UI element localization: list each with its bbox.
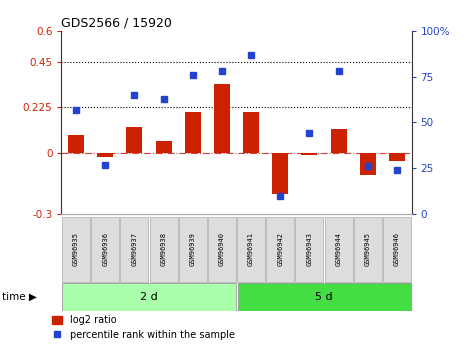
Bar <box>301 153 317 155</box>
Bar <box>185 112 201 153</box>
Text: GSM96935: GSM96935 <box>73 232 79 266</box>
Bar <box>237 217 265 282</box>
Bar <box>383 217 411 282</box>
Text: 5 d: 5 d <box>315 292 333 302</box>
Text: GSM96946: GSM96946 <box>394 232 400 266</box>
Bar <box>266 217 294 282</box>
Bar <box>97 153 113 157</box>
Bar <box>179 217 207 282</box>
Text: GSM96936: GSM96936 <box>102 232 108 266</box>
Text: GSM96939: GSM96939 <box>190 232 196 266</box>
Bar <box>237 283 412 310</box>
Bar <box>354 217 382 282</box>
Bar <box>360 153 376 175</box>
Bar <box>243 112 259 153</box>
Bar <box>272 153 288 194</box>
Legend: log2 ratio, percentile rank within the sample: log2 ratio, percentile rank within the s… <box>52 315 235 340</box>
Text: GSM96942: GSM96942 <box>277 232 283 266</box>
Text: time ▶: time ▶ <box>2 292 37 302</box>
Bar <box>91 217 119 282</box>
Text: 2 d: 2 d <box>140 292 158 302</box>
Text: GSM96941: GSM96941 <box>248 232 254 266</box>
Bar <box>389 153 405 161</box>
Bar <box>68 135 84 153</box>
Text: GSM96938: GSM96938 <box>160 232 166 266</box>
Text: GSM96945: GSM96945 <box>365 232 371 266</box>
Bar <box>296 217 324 282</box>
Bar <box>149 217 177 282</box>
Text: GSM96940: GSM96940 <box>219 232 225 266</box>
Text: GSM96937: GSM96937 <box>131 232 138 266</box>
Text: GDS2566 / 15920: GDS2566 / 15920 <box>61 17 172 30</box>
Bar <box>62 217 90 282</box>
Bar <box>208 217 236 282</box>
Text: GSM96944: GSM96944 <box>335 232 342 266</box>
Bar <box>62 283 236 310</box>
Bar <box>214 84 230 153</box>
Bar <box>126 127 142 153</box>
Bar <box>324 217 352 282</box>
Text: GSM96943: GSM96943 <box>307 232 313 266</box>
Bar <box>121 217 149 282</box>
Bar <box>331 129 347 153</box>
Bar <box>156 141 172 153</box>
